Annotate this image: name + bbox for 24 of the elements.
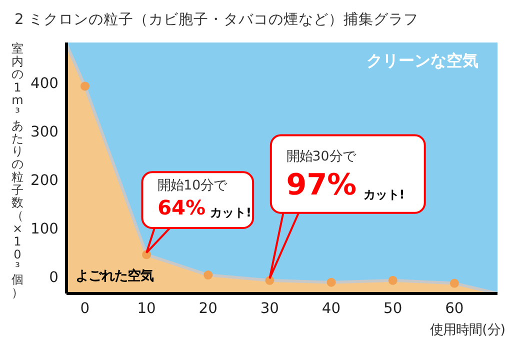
x-tick-label: 30: [260, 300, 280, 317]
x-tick-label: 10: [137, 300, 156, 317]
point: [80, 82, 90, 91]
annotation: 開始10分で 64% カット!: [158, 178, 252, 220]
annotation: よごれた空気: [76, 268, 154, 284]
y-tick-label: 300: [30, 123, 59, 140]
x-tick-label: 60: [445, 300, 464, 317]
annotation: クリーンな空気: [366, 51, 478, 70]
point: [326, 278, 336, 287]
y-tick-label: 200: [30, 172, 59, 189]
x-tick-label: 40: [322, 300, 341, 317]
point: [450, 278, 459, 288]
chart-title: 2 ミクロンの粒子（カビ胞子・タバコの煙など）捕集グラフ: [14, 11, 418, 28]
y-tick-label: 100: [30, 220, 59, 238]
point: [388, 276, 398, 285]
x-tick-label: 50: [384, 300, 402, 317]
x-tick-label: 0: [80, 300, 90, 317]
point: [204, 270, 213, 280]
x-axis-title: 使用時間(分): [430, 323, 506, 338]
y-tick-label: 400: [30, 74, 59, 92]
text: 室内の1m³あたりの粒子数（×10³個）: [12, 42, 24, 300]
annotation: 開始30分で 97% カット!: [286, 150, 405, 202]
x-tick-label: 20: [198, 300, 218, 317]
y-tick-label: 0: [49, 269, 59, 286]
